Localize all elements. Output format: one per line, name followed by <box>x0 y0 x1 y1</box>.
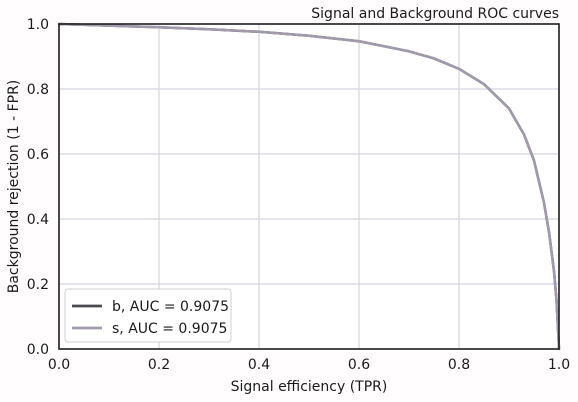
legend-box <box>64 288 232 343</box>
chart-title: Signal and Background ROC curves <box>311 6 559 22</box>
legend-items: b, AUC = 0.9075 s, AUC = 0.9075 <box>72 299 229 337</box>
legend-entry: b, AUC = 0.9075 <box>112 299 229 315</box>
plot-frame <box>58 23 560 350</box>
x-tick-label: 0.4 <box>248 357 270 373</box>
x-tick-label: 0.6 <box>348 357 370 373</box>
legend-entry: s, AUC = 0.9075 <box>112 321 227 337</box>
y-tick-label: 0.8 <box>27 82 49 98</box>
y-tick-label: 0.6 <box>27 147 49 163</box>
y-tick-label: 0.0 <box>27 342 49 358</box>
y-tick-label: 0.4 <box>27 212 49 228</box>
y-tick-label: 0.2 <box>27 277 49 293</box>
series-line-1 <box>57 22 561 351</box>
x-axis-label: Signal efficiency (TPR) <box>231 379 388 395</box>
grid-lines <box>58 23 560 350</box>
y-axis-label: Background rejection (1 - FPR) <box>6 80 22 294</box>
x-tick-label: 0.8 <box>448 357 470 373</box>
y-tick-label: 1.0 <box>27 17 49 33</box>
x-tick-labels: 0.0 0.2 0.4 0.6 0.8 1.0 <box>48 357 570 373</box>
series-layer <box>57 22 561 351</box>
x-tick-label: 1.0 <box>548 357 570 373</box>
x-tick-label: 0.2 <box>148 357 170 373</box>
legend: b, AUC = 0.9075 s, AUC = 0.9075 <box>64 288 232 343</box>
x-tick-label: 0.0 <box>48 357 70 373</box>
y-tick-labels: 0.0 0.2 0.4 0.6 0.8 1.0 <box>27 17 49 358</box>
